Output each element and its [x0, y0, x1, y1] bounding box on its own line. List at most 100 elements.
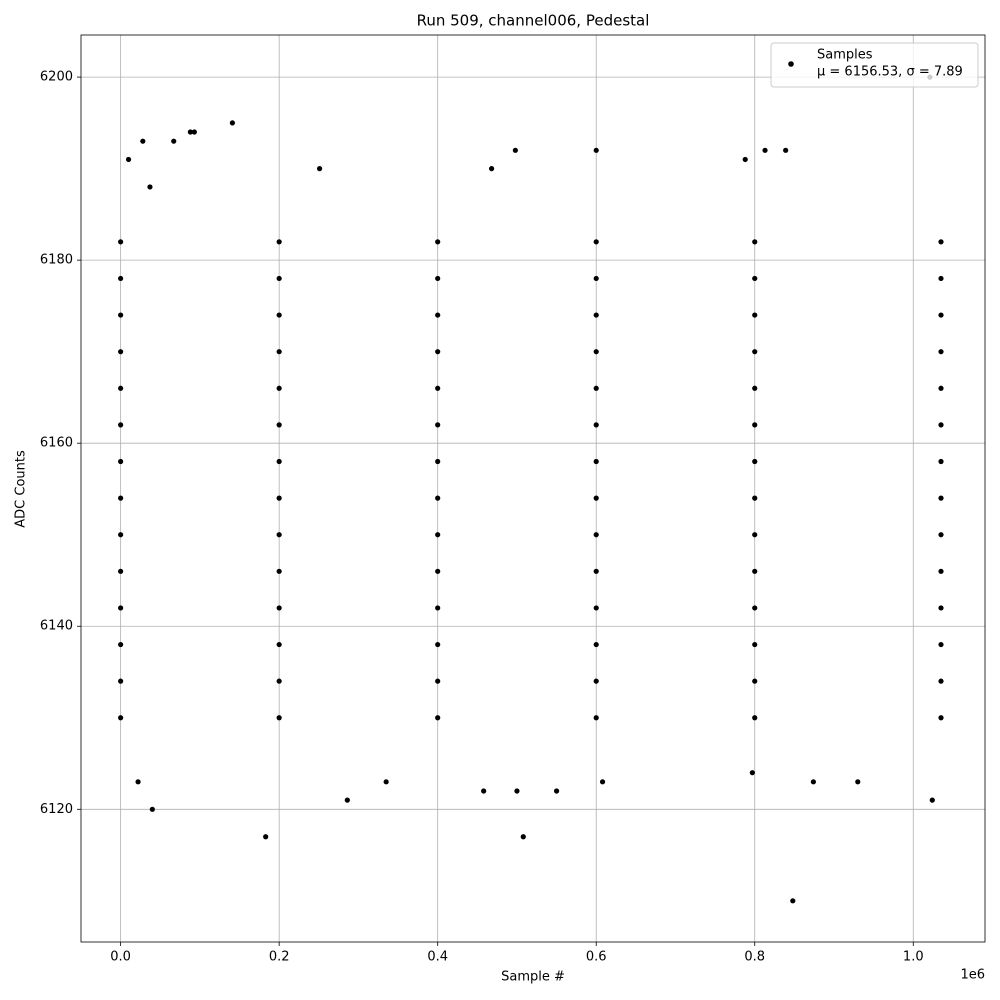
- y-tick-label: 6180: [40, 253, 73, 268]
- legend-stats: μ = 6156.53, σ = 7.89: [817, 65, 963, 80]
- point: [435, 532, 441, 538]
- chart-title: Run 509, channel006, Pedestal: [417, 12, 650, 30]
- point: [118, 641, 124, 648]
- point: [435, 641, 441, 648]
- point: [520, 834, 526, 840]
- legend: Samples μ = 6156.53, σ = 7.89: [770, 42, 979, 88]
- x-offset-label: 1e6: [960, 968, 985, 983]
- point: [938, 678, 944, 684]
- x-tick-label: 0.8: [744, 950, 765, 965]
- point: [435, 275, 441, 282]
- point: [938, 532, 944, 538]
- point: [593, 422, 599, 428]
- point: [593, 495, 599, 501]
- point: [752, 385, 758, 391]
- point: [191, 129, 197, 135]
- point: [938, 495, 944, 501]
- point: [435, 239, 441, 245]
- point: [435, 312, 441, 318]
- point: [553, 788, 560, 794]
- point: [435, 349, 441, 355]
- point: [147, 184, 153, 190]
- point: [118, 458, 124, 465]
- point: [938, 605, 944, 611]
- point: [276, 495, 282, 501]
- x-tick-label: 0.2: [269, 950, 290, 965]
- y-axis-label: ADC Counts: [14, 450, 29, 528]
- y-tick-label: 6160: [40, 436, 73, 451]
- point: [752, 641, 758, 648]
- point: [276, 239, 282, 245]
- x-axis-label: Sample #: [501, 970, 565, 985]
- point: [118, 239, 124, 245]
- point: [752, 275, 758, 282]
- point: [938, 422, 944, 428]
- point: [276, 312, 282, 318]
- point: [276, 641, 282, 648]
- point: [752, 422, 758, 428]
- point: [276, 458, 282, 465]
- x-tick-label: 0.4: [427, 950, 448, 965]
- x-tick-label: 0.6: [586, 950, 607, 965]
- point: [125, 156, 132, 163]
- point: [118, 495, 124, 501]
- point: [435, 715, 441, 721]
- point: [938, 312, 944, 318]
- point: [149, 806, 155, 812]
- point: [593, 605, 599, 611]
- point: [118, 422, 124, 428]
- point: [276, 568, 282, 574]
- point: [593, 147, 599, 153]
- y-tick-label: 6200: [40, 70, 73, 85]
- point: [481, 788, 487, 794]
- point: [276, 385, 282, 391]
- y-tick-label: 6140: [40, 619, 73, 634]
- point: [762, 147, 768, 153]
- point: [938, 641, 944, 648]
- point: [938, 715, 944, 721]
- legend-marker: [788, 61, 794, 67]
- point: [593, 678, 599, 684]
- point: [187, 129, 193, 135]
- point: [783, 147, 789, 153]
- point: [118, 312, 124, 318]
- point: [276, 349, 282, 355]
- point: [749, 770, 755, 776]
- point: [263, 834, 269, 840]
- point: [810, 779, 816, 785]
- point: [929, 797, 935, 803]
- point: [752, 715, 758, 721]
- point: [938, 568, 944, 574]
- point: [118, 532, 124, 538]
- point: [435, 458, 441, 465]
- point: [118, 605, 124, 611]
- point: [742, 156, 748, 163]
- point: [135, 779, 141, 785]
- point: [383, 779, 389, 785]
- point: [593, 385, 599, 391]
- point: [276, 715, 282, 721]
- point: [752, 495, 758, 501]
- point: [790, 898, 796, 904]
- point: [752, 605, 758, 611]
- point: [752, 532, 758, 538]
- point: [118, 568, 124, 574]
- point: [593, 532, 599, 538]
- point: [593, 568, 599, 574]
- point: [435, 422, 441, 428]
- point: [593, 275, 599, 282]
- point: [938, 349, 944, 355]
- point: [752, 349, 758, 355]
- x-tick-label: 1.0: [903, 950, 924, 965]
- point: [344, 797, 350, 803]
- plot-frame: [80, 34, 986, 943]
- point: [593, 349, 599, 355]
- point: [855, 779, 861, 785]
- point: [752, 239, 758, 245]
- point: [435, 495, 441, 501]
- point: [276, 532, 282, 538]
- point: [514, 788, 520, 794]
- point: [752, 312, 758, 318]
- point: [593, 715, 599, 721]
- point: [938, 458, 944, 465]
